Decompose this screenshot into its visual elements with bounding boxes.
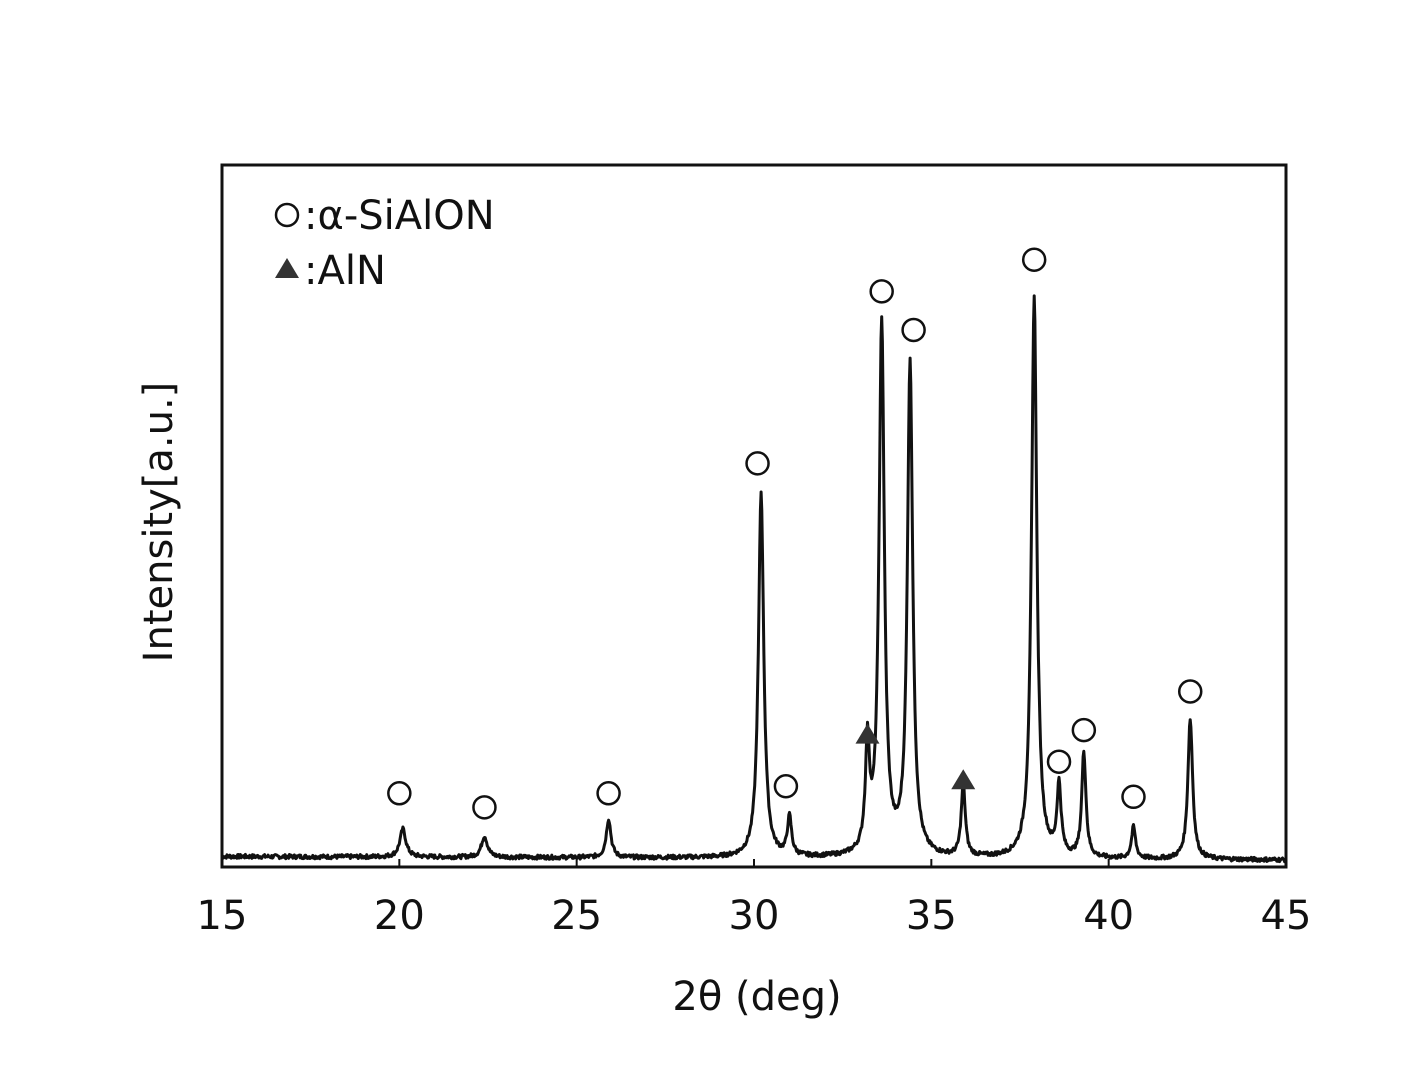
x-tick-label: 30	[729, 893, 780, 939]
sialon-peak-marker	[598, 782, 620, 804]
x-tick-label: 25	[551, 893, 602, 939]
x-tick-label: 45	[1261, 893, 1312, 939]
sialon-peak-marker	[1179, 681, 1201, 703]
sialon-peak-marker	[1122, 786, 1144, 808]
legend: :α-SiAlON :AlN	[275, 193, 495, 294]
sialon-peak-marker	[747, 452, 769, 474]
sialon-peak-marker	[1073, 719, 1095, 741]
x-tick-label: 35	[906, 893, 957, 939]
peak-markers	[388, 249, 1201, 819]
sialon-peak-marker	[1048, 751, 1070, 773]
y-axis-title: Intensity[a.u.]	[136, 382, 182, 663]
sialon-peak-marker	[903, 319, 925, 341]
legend-label-sialon: :α-SiAlON	[304, 193, 495, 239]
x-axis-title: 2θ (deg)	[672, 974, 841, 1020]
x-tick-labels: 15 20 25 30 35 40 45	[197, 893, 1312, 939]
x-tick-label: 15	[197, 893, 248, 939]
sialon-peak-marker	[473, 796, 495, 818]
xrd-pattern-line	[222, 296, 1286, 862]
sialon-peak-marker	[871, 280, 893, 302]
legend-label-aln: :AlN	[304, 248, 386, 294]
sialon-peak-marker	[775, 775, 797, 797]
aln-peak-marker	[951, 769, 975, 789]
x-tick-label: 40	[1083, 893, 1134, 939]
legend-triangle-symbol	[275, 258, 299, 278]
sialon-peak-marker	[388, 782, 410, 804]
x-tick-label: 20	[374, 893, 425, 939]
sialon-peak-marker	[1023, 249, 1045, 271]
legend-circle-symbol	[276, 204, 298, 226]
